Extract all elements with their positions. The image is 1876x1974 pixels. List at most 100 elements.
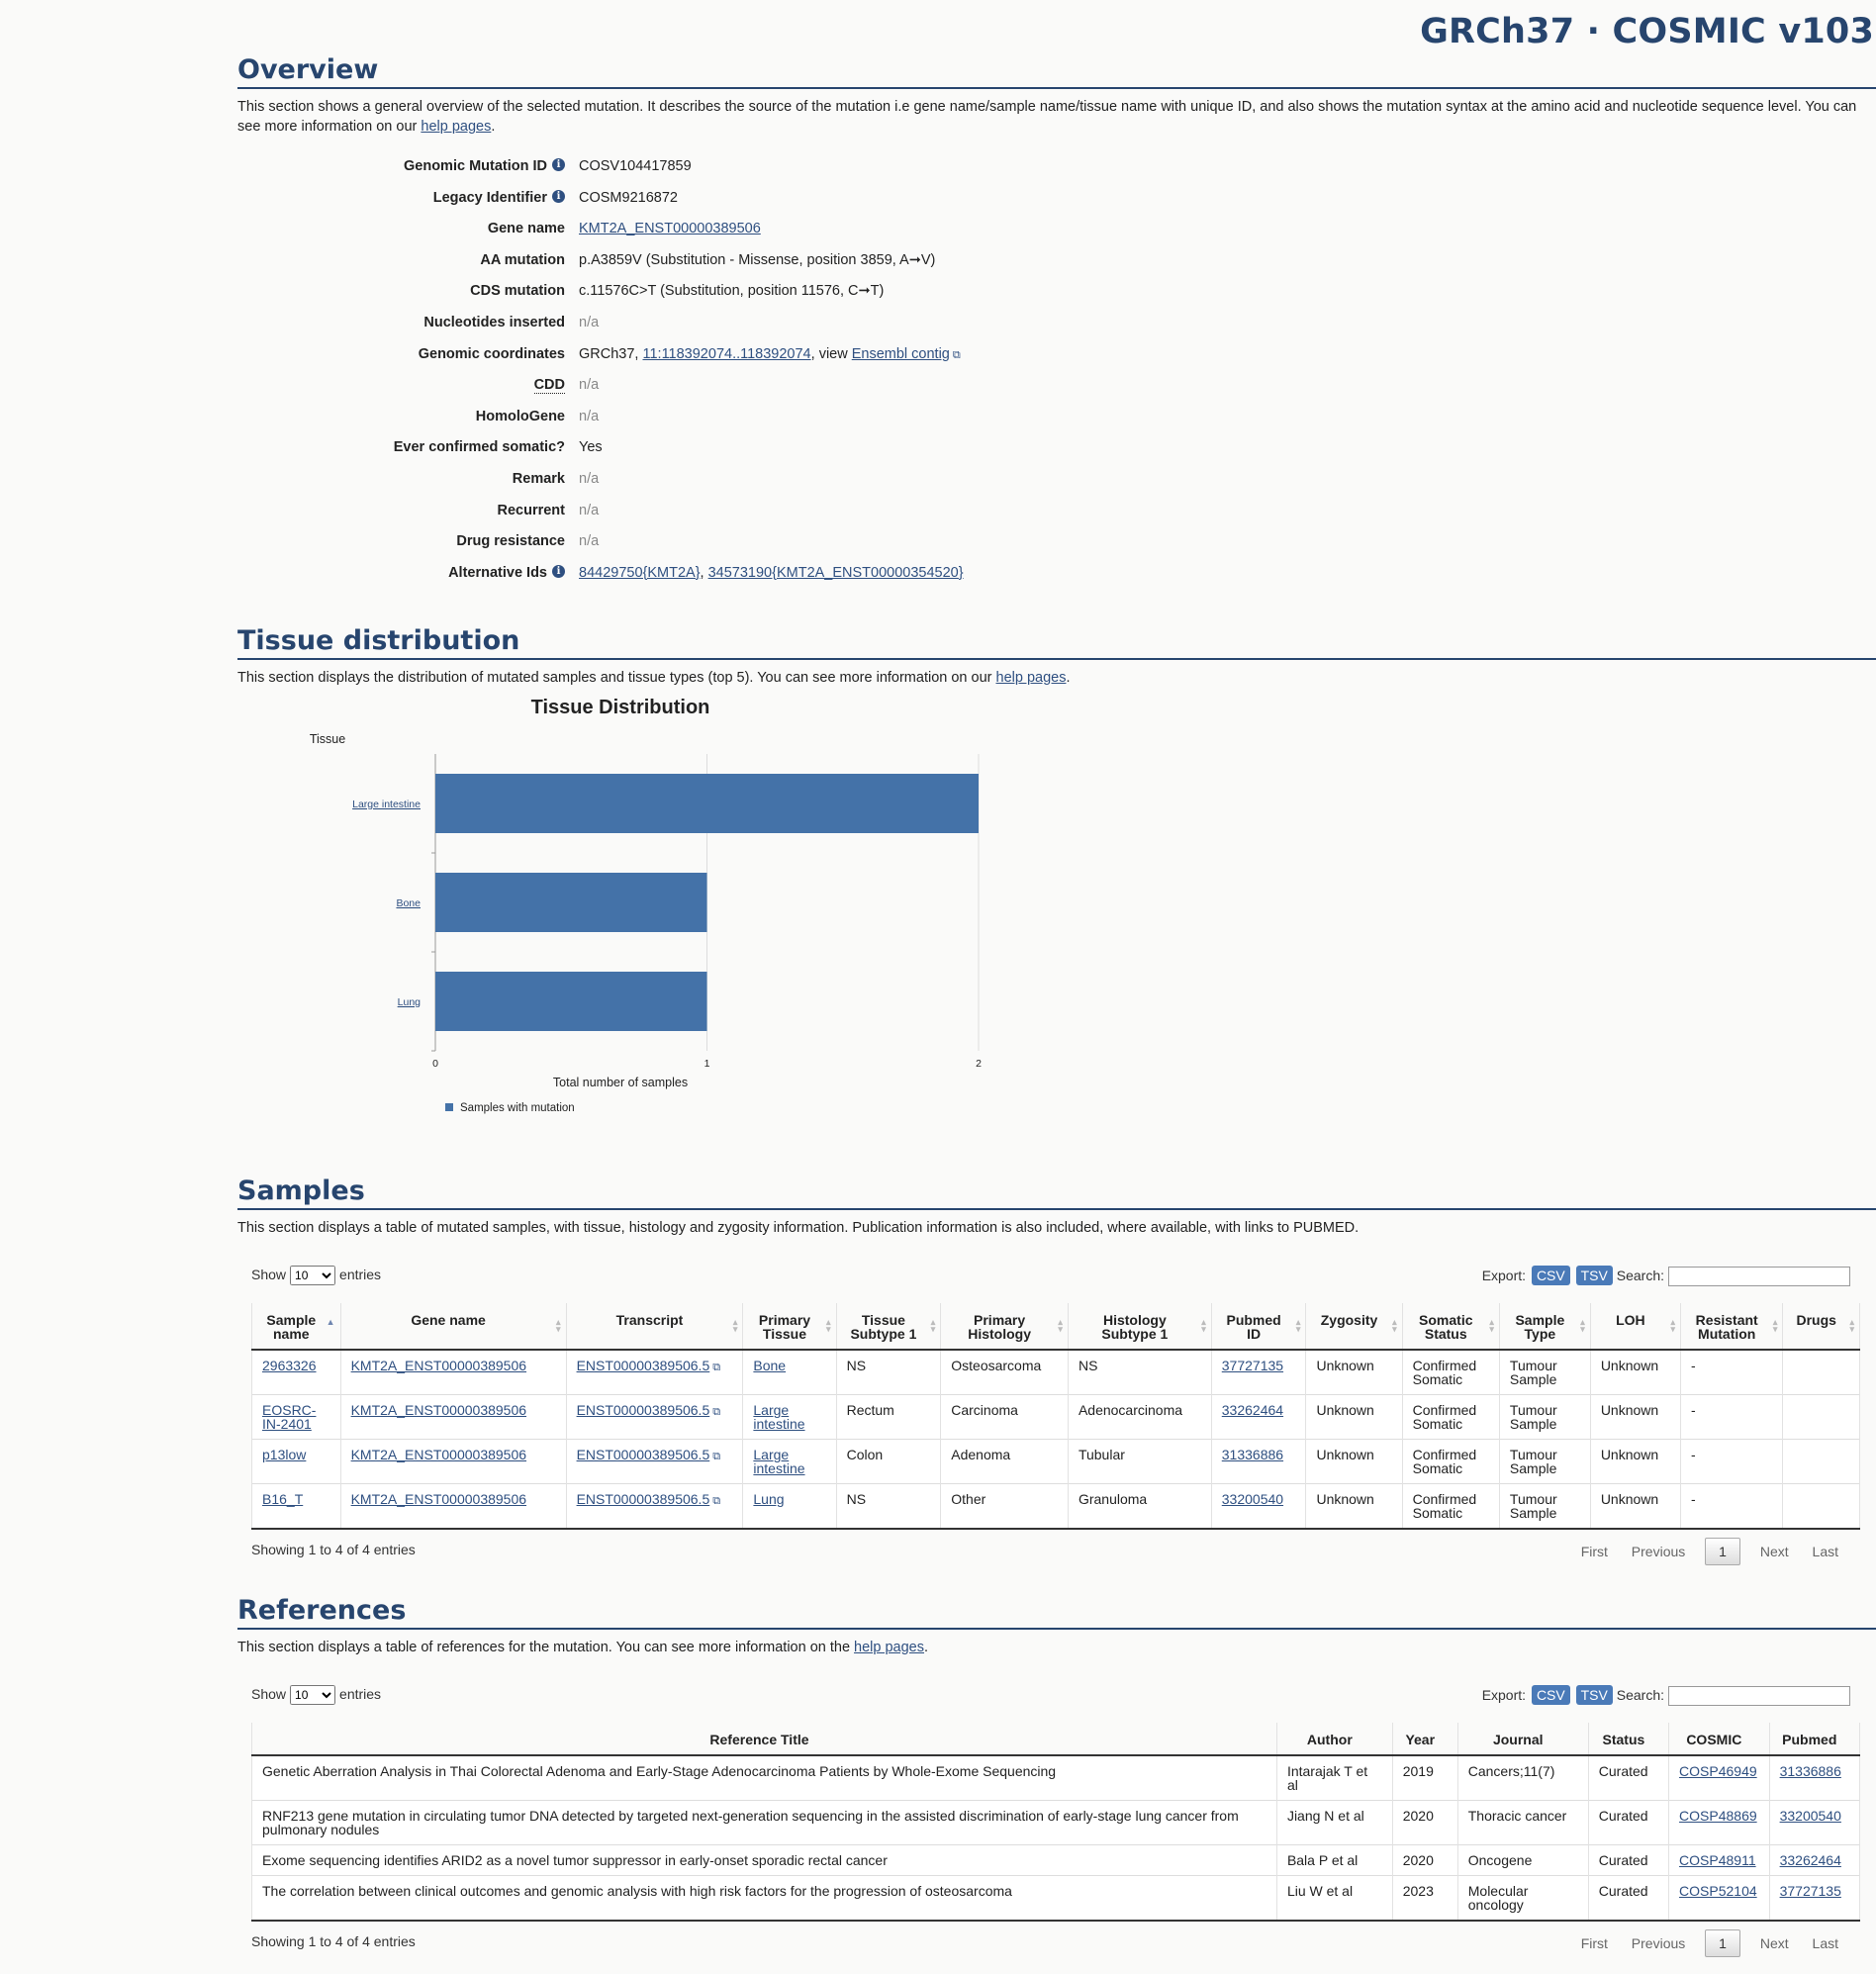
cell-link[interactable]: COSP48911 xyxy=(1679,1852,1756,1868)
sort-icon[interactable]: ▴ ▾ xyxy=(732,1317,738,1334)
cell-link[interactable]: 37727135 xyxy=(1779,1883,1841,1899)
legend-label[interactable]: Samples with mutation xyxy=(460,1102,575,1114)
column-header-tissue-subtype-1[interactable]: Tissue Subtype 1 ▴ ▾ xyxy=(835,1303,941,1351)
references-csv-button[interactable]: CSV xyxy=(1531,1685,1570,1705)
cell-link[interactable]: Bone xyxy=(753,1358,787,1373)
sort-icon[interactable]: ▴ ▾ xyxy=(1201,1317,1206,1334)
column-header-primary-tissue[interactable]: Primary Tissue ▴ ▾ xyxy=(742,1303,837,1351)
cell-link[interactable]: KMT2A_ENST00000389506 xyxy=(350,1447,527,1462)
column-header-journal[interactable]: Journal xyxy=(1456,1723,1589,1756)
category-label-large-intestine[interactable]: Large intestine xyxy=(352,799,421,810)
column-header-author[interactable]: Author xyxy=(1275,1723,1393,1756)
column-header-gene-name[interactable]: Gene name ▴ ▾ xyxy=(339,1303,567,1351)
column-header-reference-title[interactable]: Reference Title xyxy=(251,1723,1277,1756)
sort-icon[interactable]: ▴ ▾ xyxy=(826,1317,831,1334)
alt-id-link-1[interactable]: 84429750{KMT2A} xyxy=(579,564,701,581)
cell-link[interactable]: Large intestine xyxy=(753,1447,805,1476)
cell-link[interactable]: ENST00000389506.5 xyxy=(576,1447,710,1462)
pager-previous[interactable]: Previous xyxy=(1631,1544,1686,1559)
sort-icon[interactable]: ▴ ▾ xyxy=(1058,1317,1063,1334)
cell-link[interactable]: 37727135 xyxy=(1221,1358,1284,1373)
cell-link[interactable]: Lung xyxy=(753,1491,785,1507)
cell-link[interactable]: p13low xyxy=(262,1447,307,1462)
pager-next[interactable]: Next xyxy=(1759,1544,1789,1559)
bar-bone[interactable] xyxy=(435,873,707,932)
pager-current[interactable]: 1 xyxy=(1705,1929,1740,1957)
samples-search-input[interactable] xyxy=(1668,1267,1850,1287)
pager-last[interactable]: Last xyxy=(1812,1935,1838,1951)
sort-icon[interactable]: ▴ ▾ xyxy=(1849,1317,1854,1334)
column-header-cosmic[interactable]: COSMIC xyxy=(1668,1723,1770,1756)
column-header-resistant-mutation[interactable]: Resistant Mutation ▴ ▾ xyxy=(1679,1303,1783,1351)
overview-help-link[interactable]: help pages xyxy=(421,119,492,135)
cell-link[interactable]: KMT2A_ENST00000389506 xyxy=(350,1358,527,1373)
cell-link[interactable]: Large intestine xyxy=(753,1402,805,1432)
column-header-zygosity[interactable]: Zygosity ▴ ▾ xyxy=(1305,1303,1403,1351)
cell-link[interactable]: ENST00000389506.5 xyxy=(576,1358,710,1373)
category-label-bone[interactable]: Bone xyxy=(396,897,421,909)
info-icon[interactable]: i xyxy=(552,158,565,171)
references-page-size-select[interactable]: 10 xyxy=(290,1685,336,1705)
column-header-histology-subtype-1[interactable]: Histology Subtype 1 ▴ ▾ xyxy=(1067,1303,1212,1351)
cell-link[interactable]: ENST00000389506.5 xyxy=(576,1491,710,1507)
gene-name-link[interactable]: KMT2A_ENST00000389506 xyxy=(579,221,761,237)
sort-icon[interactable]: ▴ ▾ xyxy=(1670,1317,1675,1334)
column-header-transcript[interactable]: Transcript ▴ ▾ xyxy=(565,1303,743,1351)
samples-page-size-select[interactable]: 10 xyxy=(290,1266,336,1285)
column-header-sample-name[interactable]: Sample name ▲ xyxy=(251,1303,341,1351)
column-header-pubmed-id[interactable]: Pubmed ID ▴ ▾ xyxy=(1210,1303,1306,1351)
tissue-help-link[interactable]: help pages xyxy=(995,670,1067,686)
cell-link[interactable]: 31336886 xyxy=(1779,1763,1841,1779)
coordinates-link[interactable]: 11:118392074..118392074 xyxy=(642,345,811,362)
column-header-pubmed[interactable]: Pubmed xyxy=(1768,1723,1861,1756)
column-header-somatic-status[interactable]: Somatic Status ▴ ▾ xyxy=(1401,1303,1500,1351)
cell-link[interactable]: ENST00000389506.5 xyxy=(576,1402,710,1418)
cell-link[interactable]: B16_T xyxy=(262,1491,304,1507)
column-header-loh[interactable]: LOH ▴ ▾ xyxy=(1589,1303,1681,1351)
category-label-lung[interactable]: Lung xyxy=(398,996,422,1008)
info-icon[interactable]: i xyxy=(552,564,565,578)
column-header-sample-type[interactable]: Sample Type ▴ ▾ xyxy=(1498,1303,1591,1351)
cell-link[interactable]: 33262464 xyxy=(1221,1402,1284,1418)
sort-icon[interactable]: ▴ ▾ xyxy=(1772,1317,1778,1334)
alt-id-link-2[interactable]: 34573190{KMT2A_ENST00000354520} xyxy=(707,564,964,581)
ensembl-contig-link[interactable]: Ensembl contig xyxy=(851,345,950,362)
samples-csv-button[interactable]: CSV xyxy=(1531,1266,1570,1285)
sort-icon[interactable]: ▴ ▾ xyxy=(1489,1317,1494,1334)
cell-link[interactable]: COSP46949 xyxy=(1679,1763,1757,1779)
bar-lung[interactable] xyxy=(435,972,707,1031)
cell-link[interactable]: 33200540 xyxy=(1779,1808,1841,1824)
column-header-year[interactable]: Year xyxy=(1391,1723,1458,1756)
cell-link[interactable]: 31336886 xyxy=(1221,1447,1284,1462)
column-header-primary-histology[interactable]: Primary Histology ▴ ▾ xyxy=(940,1303,1069,1351)
sort-icon[interactable]: ▲ xyxy=(326,1317,335,1327)
pager-current[interactable]: 1 xyxy=(1705,1538,1740,1565)
pager-previous[interactable]: Previous xyxy=(1631,1935,1686,1951)
bar-large-intestine[interactable] xyxy=(435,774,979,833)
sort-icon[interactable]: ▴ ▾ xyxy=(556,1317,561,1334)
cell-link[interactable]: COSP48869 xyxy=(1679,1808,1757,1824)
references-help-link[interactable]: help pages xyxy=(854,1640,924,1655)
cell-link[interactable]: 33262464 xyxy=(1779,1852,1841,1868)
references-tsv-button[interactable]: TSV xyxy=(1575,1685,1613,1705)
info-icon[interactable]: i xyxy=(552,189,565,203)
sort-icon[interactable]: ▴ ▾ xyxy=(1580,1317,1585,1334)
column-header-status[interactable]: Status xyxy=(1587,1723,1669,1756)
pager-last[interactable]: Last xyxy=(1812,1544,1838,1559)
pager-first[interactable]: First xyxy=(1580,1544,1608,1559)
cell-link[interactable]: EOSRC-IN-2401 xyxy=(262,1402,317,1432)
sort-icon[interactable]: ▴ ▾ xyxy=(1295,1317,1301,1334)
cell-link[interactable]: KMT2A_ENST00000389506 xyxy=(350,1491,527,1507)
pager-first[interactable]: First xyxy=(1580,1935,1608,1951)
key-recurrent: Recurrent xyxy=(497,502,566,518)
sort-icon[interactable]: ▴ ▾ xyxy=(1392,1317,1397,1334)
sort-icon[interactable]: ▴ ▾ xyxy=(930,1317,936,1334)
column-header-drugs[interactable]: Drugs ▴ ▾ xyxy=(1782,1303,1860,1351)
cell-link[interactable]: 2963326 xyxy=(262,1358,317,1373)
references-search-input[interactable] xyxy=(1668,1686,1850,1707)
samples-tsv-button[interactable]: TSV xyxy=(1575,1266,1613,1285)
pager-next[interactable]: Next xyxy=(1759,1935,1789,1951)
cell-link[interactable]: COSP52104 xyxy=(1679,1883,1757,1899)
cell-link[interactable]: 33200540 xyxy=(1221,1491,1284,1507)
cell-link[interactable]: KMT2A_ENST00000389506 xyxy=(350,1402,527,1418)
